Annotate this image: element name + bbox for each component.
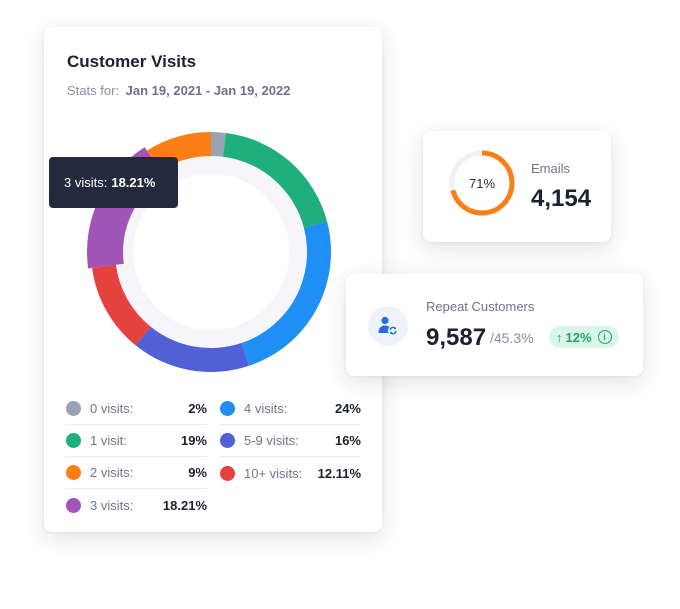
- emails-card: 71% Emails 4,154: [423, 131, 611, 242]
- legend-value: 9%: [188, 465, 207, 480]
- repeat-customers-share: /45.3%: [490, 330, 534, 346]
- legend-label: 3 visits:: [90, 497, 134, 513]
- legend-dot: [66, 433, 81, 448]
- donut-hole: [133, 174, 289, 330]
- growth-badge: ↑ 12% i: [549, 326, 619, 348]
- legend-dot: [66, 497, 81, 513]
- emails-percent: 71%: [468, 175, 496, 191]
- legend-label: 5-9 visits:: [244, 433, 299, 448]
- legend-dot: [220, 433, 235, 448]
- legend-label: 10+ visits:: [244, 465, 303, 481]
- legend-item[interactable]: 5-9 visits: 16%: [220, 425, 361, 457]
- legend-item[interactable]: 1 visit: 19%: [66, 425, 207, 457]
- repeat-customers-value: 9,587: [426, 324, 487, 351]
- legend-item[interactable]: 0 visits: 2%: [66, 393, 207, 425]
- emails-value: 4,154: [531, 185, 592, 212]
- legend-label: 1 visit:: [90, 433, 127, 448]
- repeat-user-icon-glyph: [378, 316, 398, 336]
- customer-visits-card: Customer Visits Stats for: Jan 19, 2021 …: [44, 27, 382, 532]
- emails-label: Emails: [531, 161, 571, 176]
- repeat-user-icon: [368, 306, 408, 346]
- donut-slice-4-visits[interactable]: [241, 221, 331, 366]
- emails-ring-fill: [449, 150, 515, 216]
- legend-value: 2%: [188, 401, 207, 416]
- arrow-up-icon: ↑: [556, 329, 563, 345]
- legend-dot: [66, 401, 81, 416]
- legend-item[interactable]: 2 visits: 9%: [66, 457, 207, 489]
- legend-value: 16%: [334, 433, 361, 448]
- legend-item[interactable]: 3 visits: 18.21%: [66, 489, 207, 521]
- legend-dot: [66, 465, 81, 480]
- legend-label: 4 visits:: [244, 401, 288, 416]
- legend-label: 0 visits:: [90, 401, 134, 416]
- info-icon[interactable]: i: [597, 330, 612, 344]
- legend-value: 24%: [334, 401, 361, 416]
- legend-value: 19%: [180, 433, 207, 448]
- chart-tooltip: 3 visits: 18.21%: [49, 157, 178, 208]
- repeat-customers-label: Repeat Customers: [426, 299, 535, 314]
- donut-slice-5-9-visits[interactable]: [135, 326, 250, 372]
- legend-column-right: 4 visits: 24% 5-9 visits: 16% 10+ visits: 12.…: [220, 393, 361, 489]
- legend-value: 18.21%: [162, 497, 207, 513]
- legend-dot: [220, 401, 235, 416]
- legend-item[interactable]: 4 visits: 24%: [220, 393, 361, 425]
- legend-label: 2 visits:: [90, 465, 134, 480]
- donut-slice-1-visit[interactable]: [222, 132, 328, 228]
- legend-column-left: 0 visits: 2% 1 visit: 19% 2 visits: 9% 3 visit…: [66, 393, 207, 521]
- repeat-customers-card: Repeat Customers 9,587 /45.3% ↑ 12% i: [346, 274, 643, 376]
- donut-slice-10-visits[interactable]: [92, 264, 151, 346]
- stats-date-range[interactable]: Jan 19, 2021 - Jan 19, 2022: [125, 83, 291, 98]
- emails-progress-ring: [449, 150, 515, 216]
- tooltip-value: 18.21%: [111, 175, 156, 190]
- stats-prefix: Stats for:: [67, 83, 120, 98]
- legend-value: 12.11%: [317, 465, 361, 481]
- card-title: Customer Visits: [67, 52, 197, 71]
- donut-slice-0-visits[interactable]: [211, 132, 226, 157]
- legend-dot: [220, 465, 235, 481]
- tooltip-label: 3 visits:: [64, 175, 108, 190]
- legend-item[interactable]: 10+ visits: 12.11%: [220, 457, 361, 489]
- stats-date-line: Stats for: Jan 19, 2021 - Jan 19, 2022: [67, 83, 290, 98]
- growth-value: 12%: [565, 329, 592, 345]
